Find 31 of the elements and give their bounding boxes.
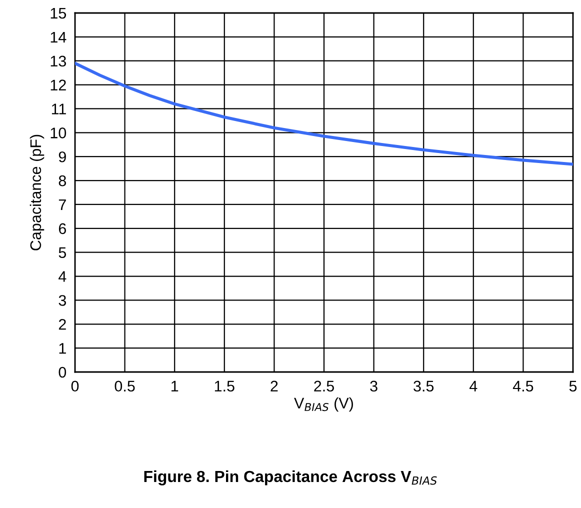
x-tick-label: 0 bbox=[71, 380, 79, 392]
line-series bbox=[75, 62, 573, 166]
x-tick-label: 2 bbox=[270, 380, 278, 392]
y-tick-label: 6 bbox=[58, 223, 66, 234]
x-axis-title: V$_{BIAS}$ (V) bbox=[294, 397, 353, 412]
y-axis-title: Capacitance (pF) bbox=[30, 134, 44, 250]
text: Figure 8. Pin Capacitance Across V$_{BIAS}$ bbox=[144, 470, 437, 486]
x-tick-label: 5 bbox=[569, 380, 577, 392]
y-tick-label: 7 bbox=[58, 199, 66, 210]
y-tick-label: 3 bbox=[58, 295, 66, 306]
y-tick-label: 13 bbox=[50, 56, 66, 67]
y-tick-label: 8 bbox=[58, 175, 66, 186]
x-tick-label: 4.5 bbox=[512, 380, 534, 392]
x-tick-label: 3 bbox=[370, 380, 378, 392]
y-tick-label: 15 bbox=[50, 8, 66, 19]
x-tick-label: 3.5 bbox=[414, 380, 434, 392]
x-tick-label: 1.5 bbox=[214, 380, 234, 392]
x-tick-label: 0.5 bbox=[114, 380, 135, 392]
y-tick-label: 2 bbox=[58, 319, 66, 330]
x-tick-label: 4 bbox=[470, 380, 478, 392]
x-tick-label: 2.5 bbox=[314, 380, 334, 392]
y-tick-label: 5 bbox=[58, 247, 66, 258]
y-tick-label: 4 bbox=[58, 271, 66, 282]
y-tick-label: 14 bbox=[50, 32, 66, 42]
y-tick-label: 1 bbox=[59, 343, 66, 354]
y-tick-label: 12 bbox=[50, 80, 66, 90]
y-tick-label: 11 bbox=[52, 104, 66, 114]
y-tick-label: 9 bbox=[58, 151, 66, 162]
x-tick-label: 1 bbox=[172, 380, 178, 392]
y-tick-label: 10 bbox=[50, 128, 66, 138]
y-tick-label: 0 bbox=[58, 366, 66, 378]
